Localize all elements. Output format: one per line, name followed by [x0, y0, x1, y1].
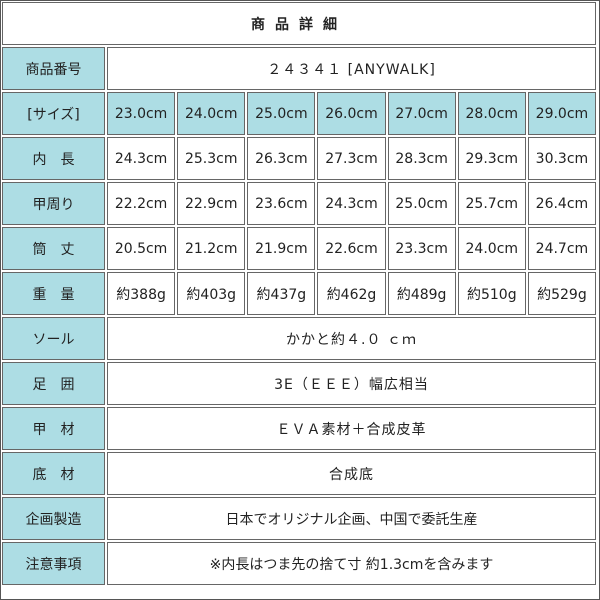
size-cell: 25.0cm [247, 92, 316, 135]
inner-length-cell: 30.3cm [527, 137, 596, 180]
table-row: 企画製造 日本でオリジナル企画、中国で委託生産 [2, 497, 596, 540]
size-cell: 29.0cm [527, 92, 596, 135]
row-label: [サイズ] [2, 92, 105, 135]
inner-length-cell: 28.3cm [387, 137, 456, 180]
row-label: 重 量 [2, 272, 105, 315]
manufacture-value: 日本でオリジナル企画、中国で委託生産 [107, 497, 596, 540]
product-details: 商品詳細 商品番号 ２４３４１ [ANYWALK] [サイズ] 23.0cm 24.… [2, 2, 596, 585]
sole-value: かかと約４.０ ｃｍ [107, 317, 596, 360]
inner-length-row: 内 長 24.3cm 25.3cm 26.3cm 27.3cm 28.3cm 29.3cm 3… [2, 137, 596, 180]
shaft-cell: 24.0cm [457, 227, 526, 270]
weight-cell: 約388g [107, 272, 176, 315]
table-row: 足 囲 3E（ＥＥＥ）幅広相当 [2, 362, 596, 405]
weight-cell: 約529g [527, 272, 596, 315]
weight-cell: 約462g [317, 272, 386, 315]
inner-length-cell: 24.3cm [107, 137, 176, 180]
notes-value: ※内長はつま先の捨て寸 約1.3cmを含みます [107, 542, 596, 585]
table-row: 注意事項 ※内長はつま先の捨て寸 約1.3cmを含みます [2, 542, 596, 585]
table-row: ソール かかと約４.０ ｃｍ [2, 317, 596, 360]
instep-cell: 23.6cm [247, 182, 316, 225]
row-label: 甲 材 [2, 407, 105, 450]
inner-length-cell: 25.3cm [177, 137, 246, 180]
inner-length-cell: 29.3cm [457, 137, 526, 180]
instep-cell: 26.4cm [527, 182, 596, 225]
shaft-cell: 21.2cm [177, 227, 246, 270]
size-cell: 26.0cm [317, 92, 386, 135]
shaft-cell: 23.3cm [387, 227, 456, 270]
shaft-cell: 24.7cm [527, 227, 596, 270]
table-row: 商品番号 ２４３４１ [ANYWALK] [2, 47, 596, 90]
shaft-cell: 22.6cm [317, 227, 386, 270]
upper-value: ＥＶＡ素材＋合成皮革 [107, 407, 596, 450]
shaft-cell: 20.5cm [107, 227, 176, 270]
weight-row: 重 量約388g 約403g 約437g 約462g 約489g 約510g 約529g [2, 272, 596, 315]
title-row: 商品詳細 [2, 2, 596, 45]
row-label: ソール [2, 317, 105, 360]
table-row: 底 材 合成底 [2, 452, 596, 495]
row-label: 企画製造 [2, 497, 105, 540]
weight-cell: 約489g [387, 272, 456, 315]
instep-cell: 24.3cm [317, 182, 386, 225]
size-cell: 24.0cm [177, 92, 246, 135]
width-value: 3E（ＥＥＥ）幅広相当 [107, 362, 596, 405]
row-label: 甲周り [2, 182, 105, 225]
size-cell: 28.0cm [457, 92, 526, 135]
product-number: ２４３４１ [ANYWALK] [107, 47, 596, 90]
size-cell: 27.0cm [387, 92, 456, 135]
weight-cell: 約403g [177, 272, 246, 315]
weight-cell: 約437g [247, 272, 316, 315]
weight-cell: 約510g [457, 272, 526, 315]
row-label: 底 材 [2, 452, 105, 495]
instep-cell: 22.2cm [107, 182, 176, 225]
instep-cell: 25.7cm [457, 182, 526, 225]
table-title: 商品詳細 [2, 2, 596, 45]
shaft-cell: 21.9cm [247, 227, 316, 270]
inner-length-cell: 27.3cm [317, 137, 386, 180]
inner-length-cell: 26.3cm [247, 137, 316, 180]
instep-row: 甲周り 22.2cm 22.9cm 23.6cm 24.3cm 25.0cm 25.7cm 2… [2, 182, 596, 225]
row-label: 筒 丈 [2, 227, 105, 270]
instep-cell: 22.9cm [177, 182, 246, 225]
size-row: [サイズ] 23.0cm 24.0cm 25.0cm 26.0cm 27.0cm 28.0c… [2, 92, 596, 135]
instep-cell: 25.0cm [387, 182, 456, 225]
bottom-value: 合成底 [107, 452, 596, 495]
shaft-row: 筒 丈 20.5cm 21.2cm 21.9cm 22.6cm 23.3cm 24.0cm 2… [2, 227, 596, 270]
row-label: 注意事項 [2, 542, 105, 585]
row-label: 商品番号 [2, 47, 105, 90]
row-label: 内 長 [2, 137, 105, 180]
row-label: 足 囲 [2, 362, 105, 405]
size-cell: 23.0cm [107, 92, 176, 135]
table-row: 甲 材 ＥＶＡ素材＋合成皮革 [2, 407, 596, 450]
